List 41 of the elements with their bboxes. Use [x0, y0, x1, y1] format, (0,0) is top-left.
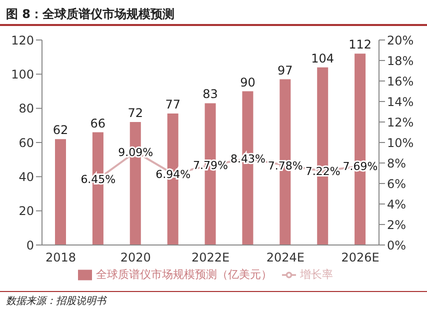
data-label: 62 [52, 123, 68, 138]
x-tick-label: 2022E [191, 250, 230, 265]
data-label: 83 [202, 87, 218, 102]
y-tick-label: 40 [18, 170, 34, 184]
legend-label: 全球质谱仪市场规模预测（亿美元） [96, 268, 272, 281]
y2-tick-label: 8% [387, 156, 406, 170]
y-tick-label: 80 [18, 102, 34, 116]
y2-tick-label: 6% [387, 176, 406, 191]
y2-tick-label: 0% [387, 238, 406, 252]
y2-tick-label: 12% [387, 115, 414, 130]
data-label: 90 [240, 75, 256, 90]
x-tick-label: 2018 [45, 250, 76, 265]
x-tick-label: 2024E [266, 250, 304, 265]
data-label: 66 [90, 116, 106, 130]
y2-tick-label: 2% [387, 218, 406, 232]
y-tick-label: 0 [26, 238, 34, 252]
data-label: 8.43% [230, 152, 266, 166]
y2-tick-label: 18% [387, 54, 414, 68]
y-tick-label: 20 [18, 204, 34, 218]
y-tick-label: 100 [11, 67, 34, 82]
y2-tick-label: 20% [387, 33, 414, 48]
data-label: 97 [278, 63, 293, 78]
y-tick-label: 60 [18, 136, 34, 150]
data-label: 77 [165, 97, 180, 112]
y-tick-label: 120 [11, 33, 34, 48]
y2-tick-label: 4% [387, 197, 406, 212]
x-tick-label: 2020 [120, 250, 151, 265]
data-label: 72 [128, 106, 144, 120]
legend-label: 增长率 [300, 268, 333, 281]
data-label: 104 [311, 51, 334, 66]
data-label: 7.78% [268, 159, 303, 172]
data-label: 112 [348, 38, 372, 52]
y2-tick-label: 14% [387, 94, 414, 109]
x-tick-label: 2026E [341, 250, 380, 265]
data-label: 7.22% [305, 164, 340, 178]
source-note: 数据来源：招股说明书 [0, 291, 427, 308]
y2-tick-label: 16% [387, 74, 414, 88]
y2-tick-label: 10% [387, 136, 414, 150]
bar [55, 139, 66, 245]
data-label: 7.79% [193, 159, 228, 172]
chart-title: 图 8：全球质谱仪市场规模预测 [0, 0, 427, 26]
